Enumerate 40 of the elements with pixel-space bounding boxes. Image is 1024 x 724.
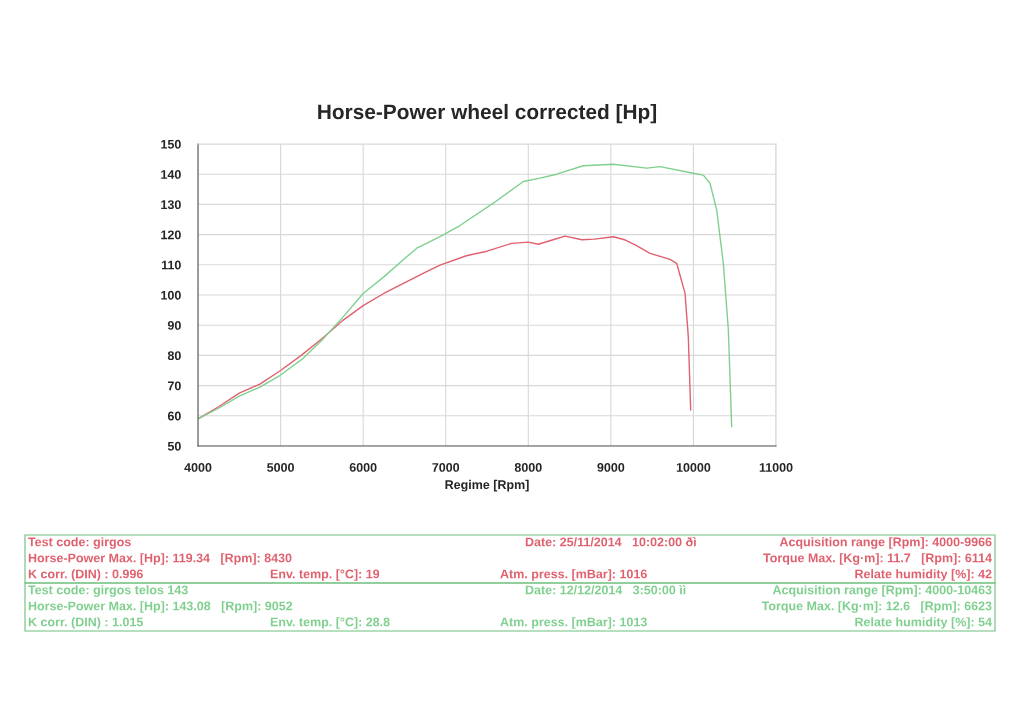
y-tick-label: 150: [161, 139, 181, 149]
text: Env. temp. [°C]: 28.8: [270, 617, 390, 629]
text: Date: 25/11/2014 10:02:00 ðì: [525, 537, 696, 547]
text: Date: 12/12/2014 3:50:00 ìì: [525, 585, 686, 595]
chart-title: Horse-Power wheel corrected [Hp]: [318, 103, 657, 124]
text: Env. temp. [°C]: 19: [270, 569, 380, 581]
y-tick-label: 90: [167, 321, 181, 330]
x-tick-label: 5000: [267, 463, 294, 472]
text: Atm. press. [mBar]: 1016: [500, 569, 647, 581]
text: Relate humidity [%]: 42: [855, 569, 992, 581]
y-tick-label: 110: [161, 260, 181, 270]
y-tick-label: 120: [161, 230, 181, 240]
text: Acquisition range [Rpm]: 4000-9966: [779, 537, 992, 549]
text: Atm. press. [mBar]: 1013: [500, 617, 647, 629]
y-tick-label: 60: [167, 411, 181, 421]
text: Torque Max. [Kg·m]: 11.7 [Rpm]: 6114: [763, 553, 992, 565]
y-tick-label: 100: [161, 290, 181, 300]
y-tick-label: 140: [161, 170, 181, 179]
text: Horse-Power Max. [Hp]: 143.08 [Rpm]: 9052: [28, 601, 293, 613]
x-tick-label: 6000: [349, 463, 377, 472]
text: Torque Max. [Kg·m]: 12.6 [Rpm]: 6623: [761, 601, 992, 613]
x-tick-label: 7000: [432, 463, 460, 472]
x-tick-label: 4000: [184, 463, 212, 472]
text: Test code: girgos: [28, 537, 131, 549]
y-tick-label: 130: [161, 200, 181, 210]
x-tick-label: 10000: [676, 463, 711, 472]
y-tick-label: 50: [167, 441, 181, 451]
text: K corr. (DIN) : 1.015: [28, 617, 143, 629]
text: K corr. (DIN) : 0.996: [28, 569, 143, 581]
x-tick-label: 11000: [759, 463, 793, 472]
text: Acquisition range [Rpm]: 4000-10463: [772, 585, 992, 597]
x-axis-title: Regime [Rpm]: [445, 479, 529, 492]
line-series: [198, 163, 733, 428]
text: Relate humidity [%]: 54: [855, 617, 992, 629]
text: Test code: girgos telos 143: [28, 585, 188, 597]
y-tick-label: 70: [167, 381, 181, 391]
x-tick-label: 8000: [514, 463, 542, 472]
x-tick-label: 9000: [597, 463, 625, 472]
text: Horse-Power Max. [Hp]: 119.34 [Rpm]: 8430: [28, 553, 292, 565]
y-tick-label: 80: [167, 351, 181, 361]
